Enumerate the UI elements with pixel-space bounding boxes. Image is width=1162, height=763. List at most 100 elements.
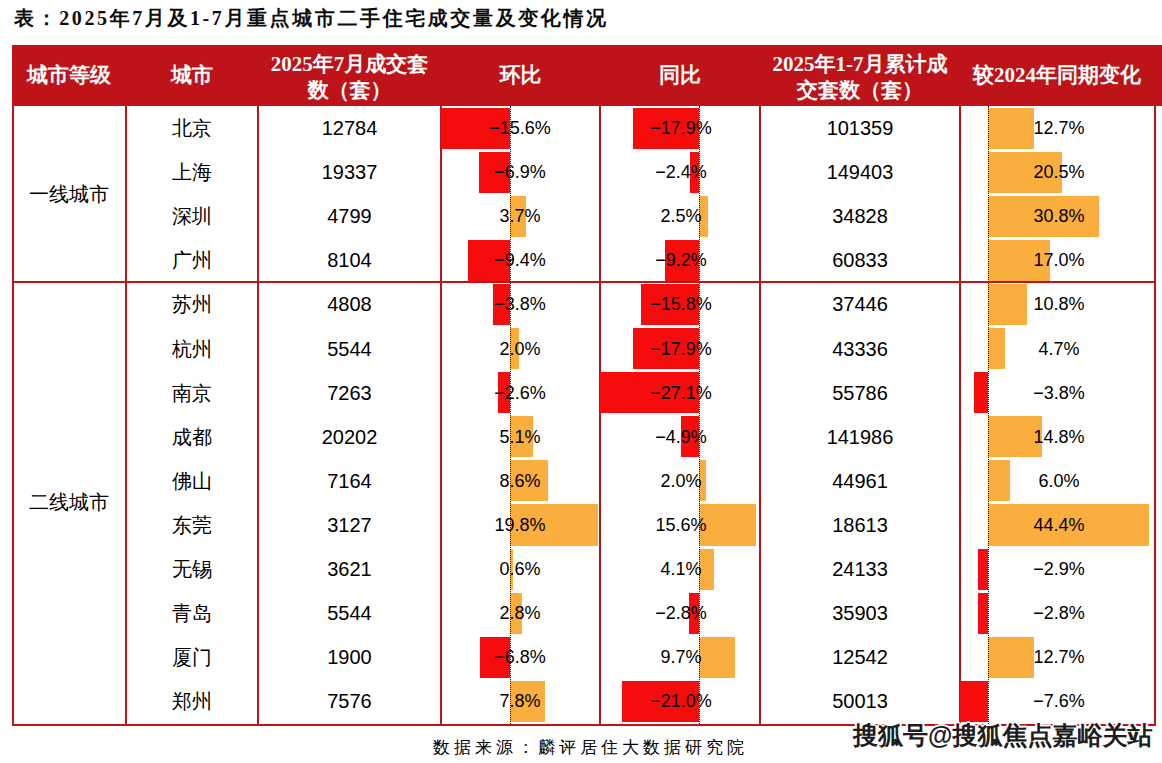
mom-label: 0.6% xyxy=(450,547,590,591)
chg-label: −7.6% xyxy=(989,679,1129,723)
jul-units-cell: 20202 xyxy=(270,415,430,459)
chg-label: 10.8% xyxy=(989,282,1129,326)
city-cell: 成都 xyxy=(132,415,252,459)
chg-label: 4.7% xyxy=(989,327,1129,371)
jul-units-cell: 12784 xyxy=(270,106,430,150)
chg-label: −2.9% xyxy=(989,547,1129,591)
yoy-label: −2.8% xyxy=(611,591,751,635)
yoy-label: −17.9% xyxy=(611,106,751,150)
city-cell: 东莞 xyxy=(132,503,252,547)
cum-units-cell: 12542 xyxy=(780,635,940,679)
yoy-label: −17.9% xyxy=(611,327,751,371)
city-cell: 北京 xyxy=(132,106,252,150)
jul-units-cell: 8104 xyxy=(270,238,430,282)
jul-units-cell: 5544 xyxy=(270,591,430,635)
jul-units-cell: 19337 xyxy=(270,150,430,194)
jul-units-cell: 3127 xyxy=(270,503,430,547)
yoy-label: 9.7% xyxy=(611,635,751,679)
chg-bar xyxy=(978,549,988,590)
tier-cell: 二线城市 xyxy=(9,282,129,723)
city-cell: 佛山 xyxy=(132,459,252,503)
tier-cell: 一线城市 xyxy=(9,106,129,282)
mom-label: −6.8% xyxy=(450,635,590,679)
chg-bar xyxy=(974,372,988,413)
chg-label: 6.0% xyxy=(989,459,1129,503)
jul-units-cell: 4808 xyxy=(270,282,430,326)
yoy-label: 15.6% xyxy=(611,503,751,547)
column-border xyxy=(599,106,601,724)
city-cell: 广州 xyxy=(132,238,252,282)
mom-label: −2.6% xyxy=(450,371,590,415)
jul-units-cell: 1900 xyxy=(270,635,430,679)
chg-label: 12.7% xyxy=(989,635,1129,679)
yoy-label: 2.0% xyxy=(611,459,751,503)
mom-label: −6.9% xyxy=(450,150,590,194)
mom-label: 2.0% xyxy=(450,327,590,371)
jul-units-cell: 5544 xyxy=(270,327,430,371)
yoy-label: 2.5% xyxy=(611,194,751,238)
city-cell: 上海 xyxy=(132,150,252,194)
cum-units-cell: 35903 xyxy=(780,591,940,635)
mom-label: 7.8% xyxy=(450,679,590,723)
tier-divider xyxy=(12,281,1156,284)
cum-units-cell: 44961 xyxy=(780,459,940,503)
cum-units-cell: 149403 xyxy=(780,150,940,194)
source-note: 数据来源：麟评居住大数据研究院 xyxy=(433,736,748,759)
jul-units-cell: 4799 xyxy=(270,194,430,238)
column-border xyxy=(759,106,761,724)
mom-label: 5.1% xyxy=(450,415,590,459)
mom-label: −15.6% xyxy=(450,106,590,150)
jul-units-cell: 7263 xyxy=(270,371,430,415)
table: 城市等级城市2025年7月成交套数（套）环比同比2025年1-7月累计成交套数（… xyxy=(0,0,1162,763)
city-cell: 南京 xyxy=(132,371,252,415)
cum-units-cell: 37446 xyxy=(780,282,940,326)
mom-label: 2.8% xyxy=(450,591,590,635)
column-border xyxy=(257,106,259,724)
mom-label: −9.4% xyxy=(450,238,590,282)
column-border xyxy=(959,106,961,724)
cum-units-cell: 50013 xyxy=(780,679,940,723)
cum-units-cell: 101359 xyxy=(780,106,940,150)
yoy-label: 4.1% xyxy=(611,547,751,591)
chg-label: 14.8% xyxy=(989,415,1129,459)
cum-units-cell: 43336 xyxy=(780,327,940,371)
chg-label: 44.4% xyxy=(989,503,1129,547)
chg-bar xyxy=(978,593,988,634)
yoy-label: −15.8% xyxy=(611,282,751,326)
column-border xyxy=(440,106,442,724)
city-cell: 苏州 xyxy=(132,282,252,326)
city-cell: 无锡 xyxy=(132,547,252,591)
column-border xyxy=(1154,106,1156,724)
yoy-label: −4.9% xyxy=(611,415,751,459)
watermark: 搜狐号@搜狐焦点嘉峪关站 xyxy=(853,719,1152,752)
chg-label: −2.8% xyxy=(989,591,1129,635)
city-cell: 青岛 xyxy=(132,591,252,635)
mom-label: 19.8% xyxy=(450,503,590,547)
chg-label: 12.7% xyxy=(989,106,1129,150)
chg-label: 17.0% xyxy=(989,238,1129,282)
city-cell: 郑州 xyxy=(132,679,252,723)
city-cell: 杭州 xyxy=(132,327,252,371)
city-cell: 深圳 xyxy=(132,194,252,238)
jul-units-cell: 3621 xyxy=(270,547,430,591)
column-header: 较2024年同期变化 xyxy=(937,45,1162,106)
cum-units-cell: 18613 xyxy=(780,503,940,547)
mom-label: 8.6% xyxy=(450,459,590,503)
cum-units-cell: 24133 xyxy=(780,547,940,591)
yoy-label: −2.4% xyxy=(611,150,751,194)
cum-units-cell: 141986 xyxy=(780,415,940,459)
page: 表：2025年7月及1-7月重点城市二手住宅成交量及变化情况 城市等级城市202… xyxy=(0,0,1162,763)
jul-units-cell: 7164 xyxy=(270,459,430,503)
chg-label: 30.8% xyxy=(989,194,1129,238)
mom-label: 3.7% xyxy=(450,194,590,238)
cum-units-cell: 34828 xyxy=(780,194,940,238)
jul-units-cell: 7576 xyxy=(270,679,430,723)
city-cell: 厦门 xyxy=(132,635,252,679)
yoy-label: −27.1% xyxy=(611,371,751,415)
yoy-label: −9.2% xyxy=(611,238,751,282)
cum-units-cell: 55786 xyxy=(780,371,940,415)
cum-units-cell: 60833 xyxy=(780,238,940,282)
mom-label: −3.8% xyxy=(450,282,590,326)
yoy-label: −21.0% xyxy=(611,679,751,723)
chg-label: 20.5% xyxy=(989,150,1129,194)
